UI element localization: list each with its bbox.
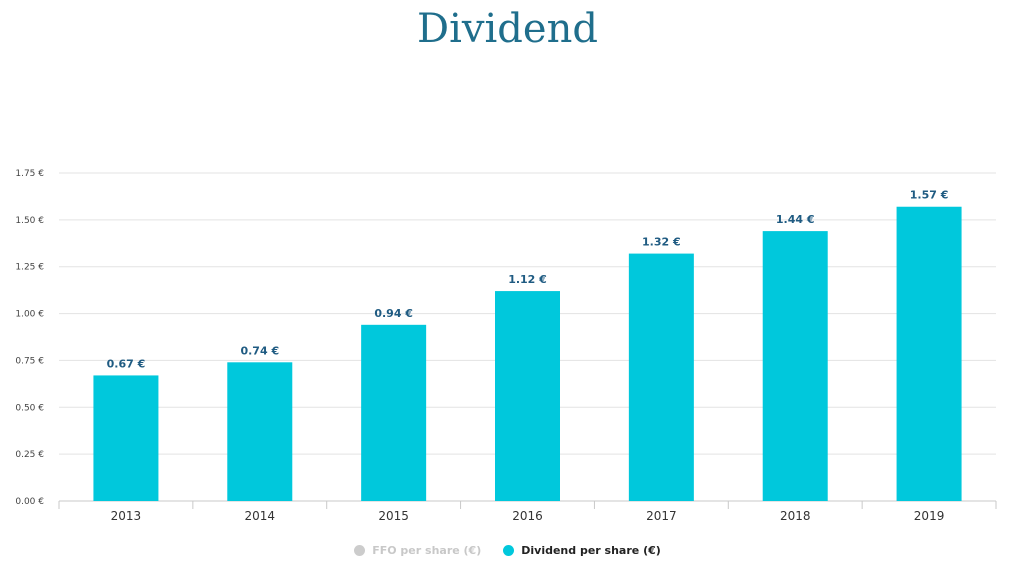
y-tick-label: 0.25 € — [15, 450, 44, 460]
bar-2018[interactable] — [762, 231, 828, 502]
bar-2017[interactable] — [628, 253, 694, 501]
data-label: 1.57 € — [910, 189, 949, 202]
y-tick-label: 1.25 € — [15, 263, 44, 273]
y-tick-label: 0.50 € — [15, 403, 44, 413]
y-tick-label: 0.00 € — [15, 497, 44, 507]
bar-2019[interactable] — [896, 206, 962, 502]
y-tick-label: 1.00 € — [15, 310, 44, 320]
legend-marker-ffo — [354, 545, 366, 556]
bar-2015[interactable] — [361, 324, 427, 501]
x-tick-label: 2017 — [646, 509, 677, 523]
legend-item-dividend-per-share[interactable]: Dividend per share (€) — [503, 544, 661, 557]
bar-2016[interactable] — [495, 291, 560, 501]
y-tick-label: 1.50 € — [15, 216, 44, 226]
data-label: 0.67 € — [107, 357, 146, 370]
data-label: 1.12 € — [508, 273, 547, 286]
bar-2014[interactable] — [227, 362, 293, 501]
x-tick-label: 2016 — [512, 509, 543, 523]
legend: FFO per share (€) Dividend per share (€) — [0, 544, 1015, 557]
bar-2013[interactable] — [93, 375, 159, 501]
x-tick-label: 2014 — [245, 509, 276, 523]
x-tick-label: 2015 — [378, 509, 409, 523]
legend-marker-dividend — [503, 545, 515, 556]
x-tick-label: 2013 — [111, 509, 142, 523]
x-tick-label: 2019 — [914, 509, 945, 523]
data-label: 1.32 € — [642, 236, 681, 249]
legend-label-dividend: Dividend per share (€) — [521, 544, 661, 557]
data-label: 1.44 € — [776, 213, 815, 226]
data-label: 0.94 € — [374, 307, 413, 320]
chart-title: Dividend — [417, 6, 598, 52]
y-tick-label: 1.75 € — [15, 169, 44, 179]
x-tick-label: 2018 — [780, 509, 811, 523]
legend-item-ffo-per-share[interactable]: FFO per share (€) — [354, 544, 481, 557]
data-label: 0.74 € — [240, 344, 279, 357]
legend-label-ffo: FFO per share (€) — [372, 544, 482, 557]
y-tick-label: 0.75 € — [15, 356, 44, 366]
